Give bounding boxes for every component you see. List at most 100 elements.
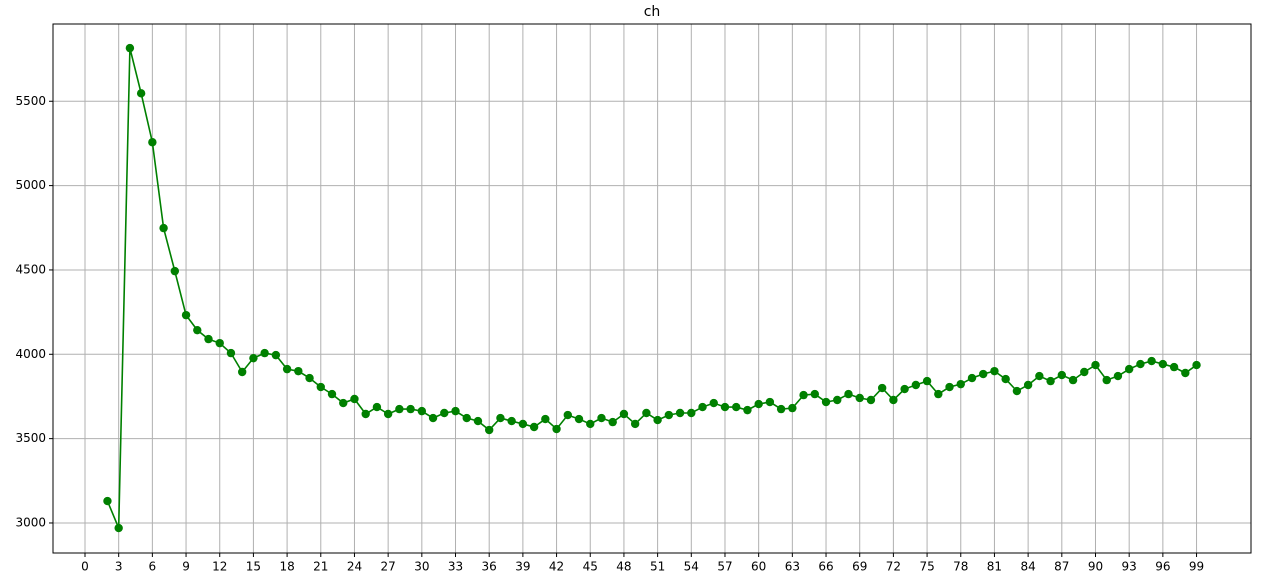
data-point [507,416,516,426]
data-point [529,422,539,432]
data-point [193,325,202,335]
data-point [586,419,595,429]
data-point [136,89,146,98]
data-point [1102,375,1111,385]
x-tick-label: 12 [212,560,227,574]
x-tick-label: 99 [1189,560,1204,574]
data-point [473,416,483,426]
data-point [249,353,258,363]
data-point [956,379,965,389]
x-tick-label: 57 [717,560,732,574]
data-point [260,348,269,358]
data-point [1192,360,1201,370]
data-point [361,409,370,419]
data-point [103,496,112,506]
x-tick-label: 54 [684,560,699,574]
x-tick-label: 33 [448,560,463,574]
data-point [788,403,797,413]
data-point [159,223,168,233]
data-point [215,338,224,348]
data-point [630,419,640,429]
data-point [428,413,438,423]
plot-frame [52,23,1252,554]
x-tick-label: 6 [149,560,157,574]
data-point [967,373,977,383]
data-point [440,408,449,418]
data-point [1136,359,1145,369]
data-point [844,389,853,399]
data-point [395,404,404,414]
chart-title: ch [644,4,661,20]
x-tick-label: 9 [182,560,190,574]
x-tick-label: 36 [482,560,497,574]
data-point [574,414,584,424]
data-point [350,394,359,404]
data-point [743,405,752,415]
data-point [597,413,606,423]
x-tick-label: 60 [751,560,766,574]
y-tick-label: 4000 [15,347,46,361]
data-point [125,43,135,53]
x-tick-label: 51 [650,560,665,574]
data-point [934,389,943,399]
data-point [754,399,763,409]
y-tick-label: 4500 [15,262,46,276]
y-tick-label: 3500 [15,431,46,445]
data-point [866,395,876,405]
x-tick-label: 27 [381,560,396,574]
x-tick-label: 45 [583,560,598,574]
x-tick-label: 78 [953,560,968,574]
data-point [496,413,505,423]
x-tick-label: 63 [785,560,800,574]
data-point [518,419,528,429]
x-tick-label: 30 [414,560,429,574]
data-point [1057,370,1067,380]
data-point [294,366,303,376]
data-point [372,402,382,412]
data-point [114,523,123,533]
data-point [664,410,674,420]
x-tick-label: 90 [1088,560,1103,574]
data-point [1169,362,1179,372]
data-point [877,383,887,393]
data-point [226,348,236,358]
x-tick-label: 75 [919,560,934,574]
x-tick-label: 18 [279,560,294,574]
x-tick-label: 42 [549,560,564,574]
x-tick-label: 84 [1020,560,1035,574]
data-point [204,334,213,344]
data-point [709,398,718,408]
data-point [148,138,157,147]
x-tick-label: 93 [1122,560,1137,574]
data-point [181,310,191,320]
data-point [1046,376,1055,386]
data-point [855,393,864,403]
data-point [810,389,820,399]
x-tick-label: 15 [246,560,261,574]
y-tick-label: 5000 [15,178,46,192]
data-point [675,408,685,418]
data-point [1158,359,1168,369]
data-point [1124,364,1134,374]
data-point [653,415,662,425]
data-point [776,404,786,414]
data-point [1012,386,1022,396]
data-point [990,366,999,376]
x-tick-label: 87 [1054,560,1069,574]
data-point [383,409,393,419]
data-point [552,424,561,434]
x-tick-label: 81 [987,560,1002,574]
data-point [417,406,427,416]
data-point [484,425,494,435]
x-tick-label: 69 [852,560,867,574]
data-point [765,397,775,407]
data-point [979,369,988,379]
data-point [462,413,471,423]
data-point [282,364,292,374]
data-point [642,408,651,418]
data-point [687,408,696,418]
data-point [339,398,348,408]
data-point [732,402,741,412]
